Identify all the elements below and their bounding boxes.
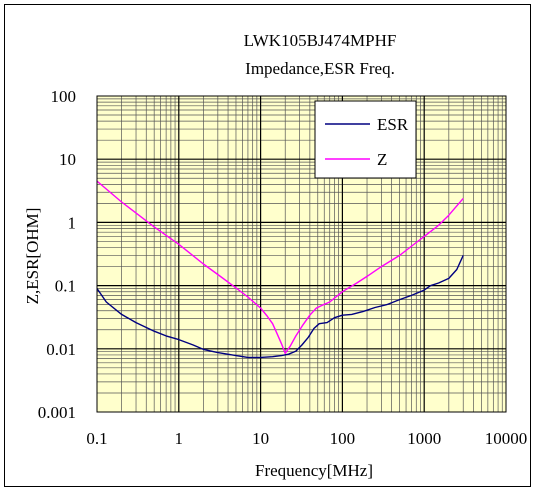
series-line-z	[96, 180, 464, 354]
y-tick-label: 0.1	[55, 277, 76, 296]
x-tick-labels: 0.1 1 10 100 1000 10000	[86, 429, 527, 448]
legend-label-z: Z	[377, 150, 387, 169]
y-tick-label: 100	[51, 87, 77, 106]
x-tick-label: 100	[330, 429, 356, 448]
chart-subtitle: Impedance,ESR Freq.	[245, 59, 395, 78]
y-tick-label: 10	[59, 150, 76, 169]
legend: ESR Z	[314, 100, 417, 179]
y-tick-label: 0.01	[46, 340, 76, 359]
x-axis-label: Frequency[MHz]	[255, 461, 373, 480]
plot-border	[96, 95, 507, 413]
y-tick-label: 0.001	[38, 403, 76, 422]
y-tick-label: 1	[68, 213, 77, 232]
minor-grid	[97, 96, 506, 412]
x-tick-label: 0.1	[86, 429, 107, 448]
y-axis-label: Z,ESR[OHM]	[23, 208, 42, 305]
legend-box	[314, 100, 417, 179]
plot-area	[97, 96, 506, 412]
x-tick-label: 10	[252, 429, 269, 448]
chart-title: LWK105BJ474MPHF	[244, 31, 397, 50]
series-lines	[96, 180, 464, 359]
series-line-esr	[96, 255, 464, 359]
legend-label-esr: ESR	[377, 115, 409, 134]
y-tick-labels: 0.001 0.01 0.1 1 10 100	[38, 87, 76, 422]
x-tick-label: 10000	[485, 429, 528, 448]
x-tick-label: 1000	[407, 429, 441, 448]
x-tick-label: 1	[175, 429, 184, 448]
